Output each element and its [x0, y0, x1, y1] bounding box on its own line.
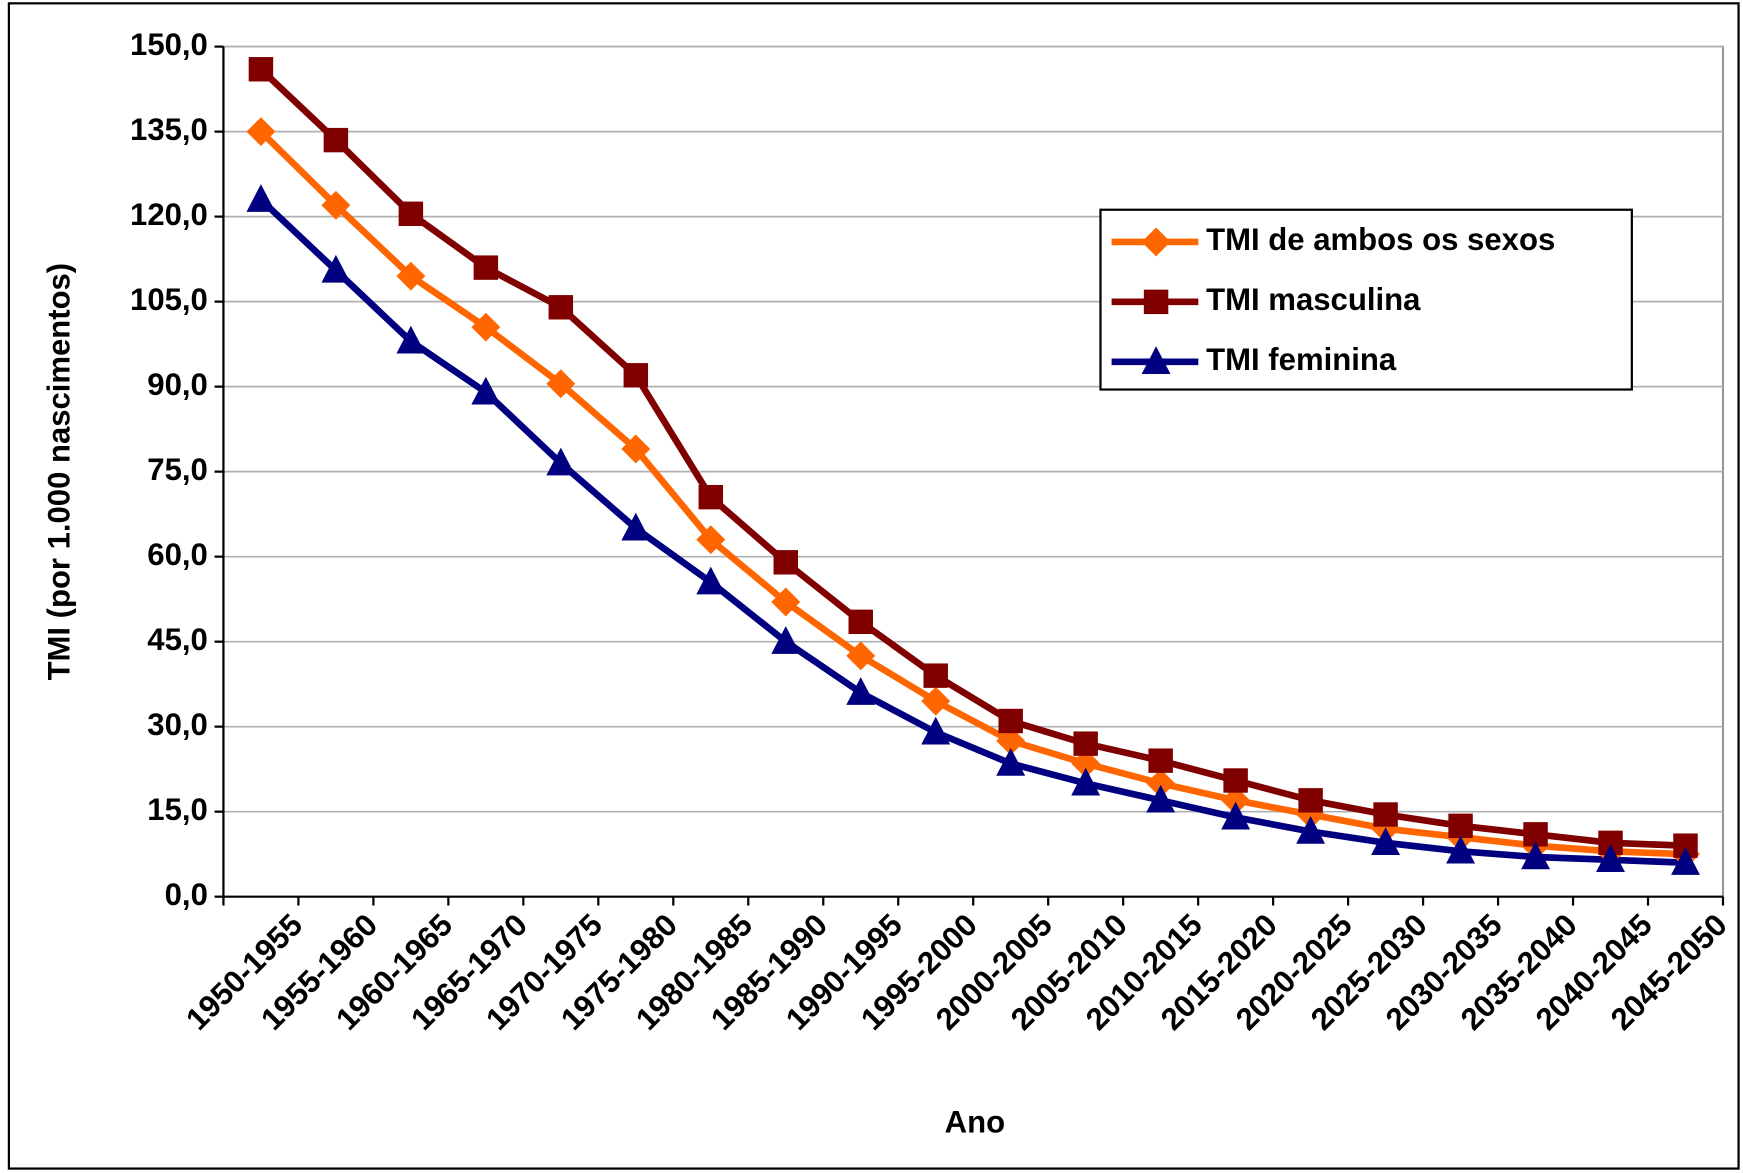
- y-tick-label: 0,0: [165, 877, 208, 912]
- data-point: [846, 677, 876, 705]
- y-tick-label: 60,0: [147, 537, 208, 572]
- data-point: [548, 295, 574, 320]
- data-point: [996, 747, 1026, 776]
- data-point: [621, 512, 651, 541]
- data-point: [473, 255, 499, 280]
- y-tick-label: 135,0: [130, 112, 208, 147]
- data-point: [921, 716, 951, 745]
- data-point: [1596, 844, 1625, 873]
- data-point: [1148, 748, 1173, 773]
- data-point: [321, 254, 351, 283]
- data-point: [696, 566, 726, 595]
- data-point: [773, 550, 798, 575]
- legend-marker: [1141, 227, 1171, 257]
- data-point: [246, 184, 276, 212]
- legend-marker: [1143, 289, 1169, 315]
- data-point: [1146, 784, 1176, 813]
- legend-label: TMI de ambos os sexos: [1206, 222, 1555, 257]
- data-point: [1296, 815, 1326, 844]
- data-point: [1446, 835, 1476, 864]
- y-axis-label: TMI (por 1.000 nascimentos): [41, 263, 76, 681]
- legend-marker: [1141, 346, 1171, 374]
- data-point: [621, 434, 651, 464]
- data-point: [848, 609, 873, 635]
- data-point: [623, 363, 649, 388]
- data-point: [1521, 841, 1550, 870]
- data-point: [321, 190, 351, 220]
- data-point: [471, 376, 501, 405]
- series-line: [258, 66, 1686, 849]
- data-point: [546, 447, 576, 476]
- data-point: [1071, 749, 1101, 778]
- data-point: [923, 663, 948, 688]
- data-point: [1448, 813, 1473, 839]
- data-point: [771, 626, 801, 654]
- y-tick-label: 30,0: [147, 707, 208, 742]
- data-point: [1671, 847, 1700, 875]
- data-point: [1221, 785, 1251, 815]
- legend-label: TMI feminina: [1206, 342, 1397, 377]
- y-tick-label: 150,0: [130, 27, 208, 62]
- x-axis-label: Ano: [945, 1104, 1005, 1139]
- data-point: [398, 201, 424, 226]
- data-point: [1221, 801, 1251, 830]
- data-point: [323, 127, 349, 153]
- y-tick-label: 120,0: [130, 197, 208, 232]
- data-point: [698, 484, 724, 510]
- data-point: [1071, 767, 1101, 796]
- data-point: [248, 57, 274, 82]
- data-point: [1371, 827, 1401, 856]
- data-point: [1298, 788, 1323, 813]
- data-point: [996, 726, 1026, 756]
- y-tick-label: 15,0: [147, 792, 208, 827]
- data-point: [1373, 802, 1398, 827]
- y-tick-label: 105,0: [130, 282, 208, 317]
- data-point: [696, 525, 726, 555]
- data-point: [1073, 731, 1098, 756]
- data-point: [396, 325, 426, 354]
- y-tick-label: 75,0: [147, 452, 208, 487]
- data-point: [396, 261, 426, 291]
- data-point: [998, 708, 1023, 734]
- y-tick-label: 45,0: [147, 622, 208, 657]
- data-point: [846, 641, 876, 671]
- data-point: [1223, 768, 1248, 793]
- y-tick-label: 90,0: [147, 367, 208, 402]
- data-point: [546, 369, 576, 399]
- legend-label: TMI masculina: [1206, 282, 1421, 317]
